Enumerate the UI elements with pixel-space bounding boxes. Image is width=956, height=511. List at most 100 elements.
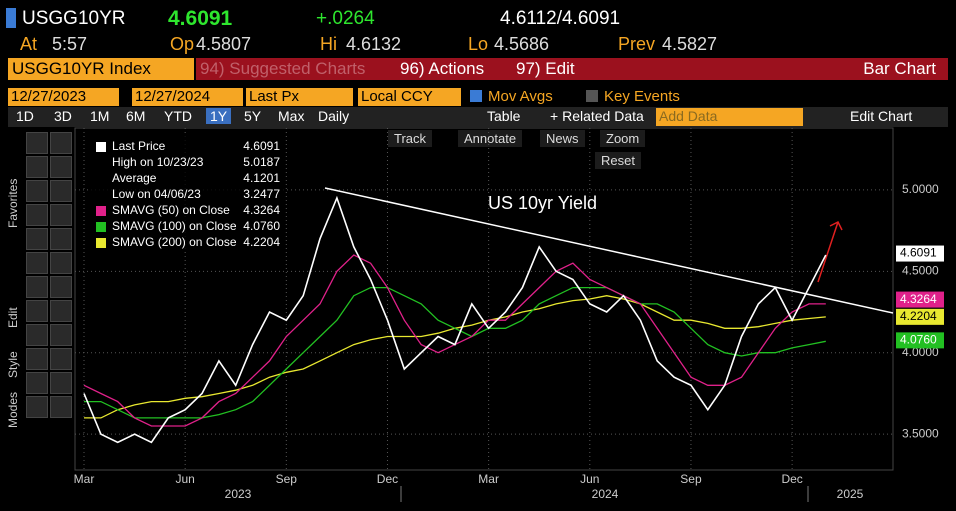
period[interactable]: Max [278,108,305,124]
period[interactable]: 5Y [244,108,262,124]
tool-icon[interactable] [26,372,48,394]
table[interactable]: Table [487,108,521,124]
tool[interactable]: Track [388,130,433,147]
tool-icon[interactable] [26,276,48,298]
menu-item[interactable]: 94) Suggested Charts [200,59,366,78]
checkbox[interactable] [586,90,598,102]
y-tick-label: 5.0000 [902,182,939,196]
frequency[interactable]: Daily [318,108,350,124]
tool-icon[interactable] [50,204,72,226]
end-date[interactable]: 12/27/2024 [132,88,243,106]
x-tick-label: Dec [377,472,398,486]
side-panel: Favorites Edit Style Modes [6,128,74,428]
tool-icon[interactable] [26,132,48,154]
y-tick-label: 3.5000 [902,426,939,440]
tool-icon[interactable] [50,348,72,370]
period[interactable]: 1M [90,108,110,124]
currency[interactable]: Local CCY [358,88,461,106]
legend-swatch [96,238,106,248]
year-label: 2025 [837,487,864,501]
legend-swatch [96,142,106,152]
tool-icon[interactable] [50,300,72,322]
tool-icon[interactable] [50,396,72,418]
trend-line [324,187,894,314]
tool-icon[interactable] [50,252,72,274]
tool-icon[interactable] [26,204,48,226]
x-tick-label: Sep [680,472,702,486]
tool-icon[interactable] [26,156,48,178]
quote-value: 4.6132 [346,34,402,54]
year-label: 2024 [592,487,619,501]
legend-value: 5.0187 [243,155,280,169]
tool-icon[interactable] [50,228,72,250]
tool-icon[interactable] [50,372,72,394]
ticker-marker [6,8,16,28]
tool-icon[interactable] [50,132,72,154]
legend-value: 4.1201 [243,171,280,185]
quote-label: Op [170,34,195,54]
legend-value: 4.2204 [243,235,280,249]
chart-tools: Track Annotate News Zoom Reset [370,128,646,172]
legend-label: SMAVG (200) on Close [112,235,237,249]
add-data[interactable]: Add Data [656,108,803,126]
quote-label: Prev [618,34,656,54]
menu-item[interactable]: 96) Actions [400,59,485,78]
annotation: US 10yr Yield [488,193,597,213]
tool-icon[interactable] [26,348,48,370]
menu-item[interactable]: 97) Edit [516,59,575,78]
mov-avgs[interactable]: Mov Avgs [488,88,553,105]
change: +.0264 [316,8,375,29]
legend-value: 4.0760 [243,219,280,233]
y-tick-label: 4.5000 [902,263,939,277]
tool[interactable]: News [540,130,585,147]
tool-icon[interactable] [26,180,48,202]
tool[interactable]: Reset [595,152,641,169]
legend-label: SMAVG (50) on Close [112,203,230,217]
series-line [83,195,827,444]
start-date[interactable]: 12/27/2023 [8,88,119,106]
period[interactable]: 6M [126,108,146,124]
related-data[interactable]: + Related Data [550,108,644,124]
tool-icon[interactable] [50,180,72,202]
value-badge [896,291,944,308]
x-tick-label: Sep [276,472,298,486]
legend-value: 4.6091 [243,139,280,153]
series-line [84,286,826,419]
quote-label: Hi [320,34,337,54]
tool-icon[interactable] [26,228,48,250]
related: Related Data [562,108,644,124]
tool-icon[interactable] [26,324,48,346]
period[interactable]: YTD [164,108,192,124]
value-badge-label: 4.0760 [900,333,937,347]
tool-icon[interactable] [50,156,72,178]
value-badge-label: 4.2204 [900,309,937,323]
x-tick-label: Jun [580,472,599,486]
ticker: USGG10YR [22,8,126,29]
tool[interactable]: Zoom [600,130,646,147]
key-events[interactable]: Key Events [604,88,680,105]
checkbox[interactable] [470,90,482,102]
legend-swatch [96,206,106,216]
edit-chart[interactable]: Edit Chart [850,108,913,124]
x-tick-label: Jun [175,472,194,486]
legend-value: 4.3264 [243,203,280,217]
period[interactable]: 3D [54,108,72,124]
tool[interactable]: Annotate [458,130,523,147]
quote-value: 4.5807 [196,34,252,54]
tool-icon[interactable] [26,396,48,418]
tool-icon[interactable] [50,324,72,346]
quote-value: 4.5827 [662,34,718,54]
security[interactable]: USGG10YR Index [8,58,194,80]
legend-label: Average [112,171,157,185]
tool-icon[interactable] [50,276,72,298]
x-tick-label: Dec [781,472,802,486]
tool-icon[interactable] [26,252,48,274]
chart-type[interactable]: Bar Chart [863,59,936,78]
period[interactable]: 1Y [206,108,232,124]
period[interactable]: 1D [16,108,34,124]
field[interactable]: Last Px [246,88,353,106]
value-badge-label: 4.6091 [900,246,937,260]
tool-icon[interactable] [26,300,48,322]
